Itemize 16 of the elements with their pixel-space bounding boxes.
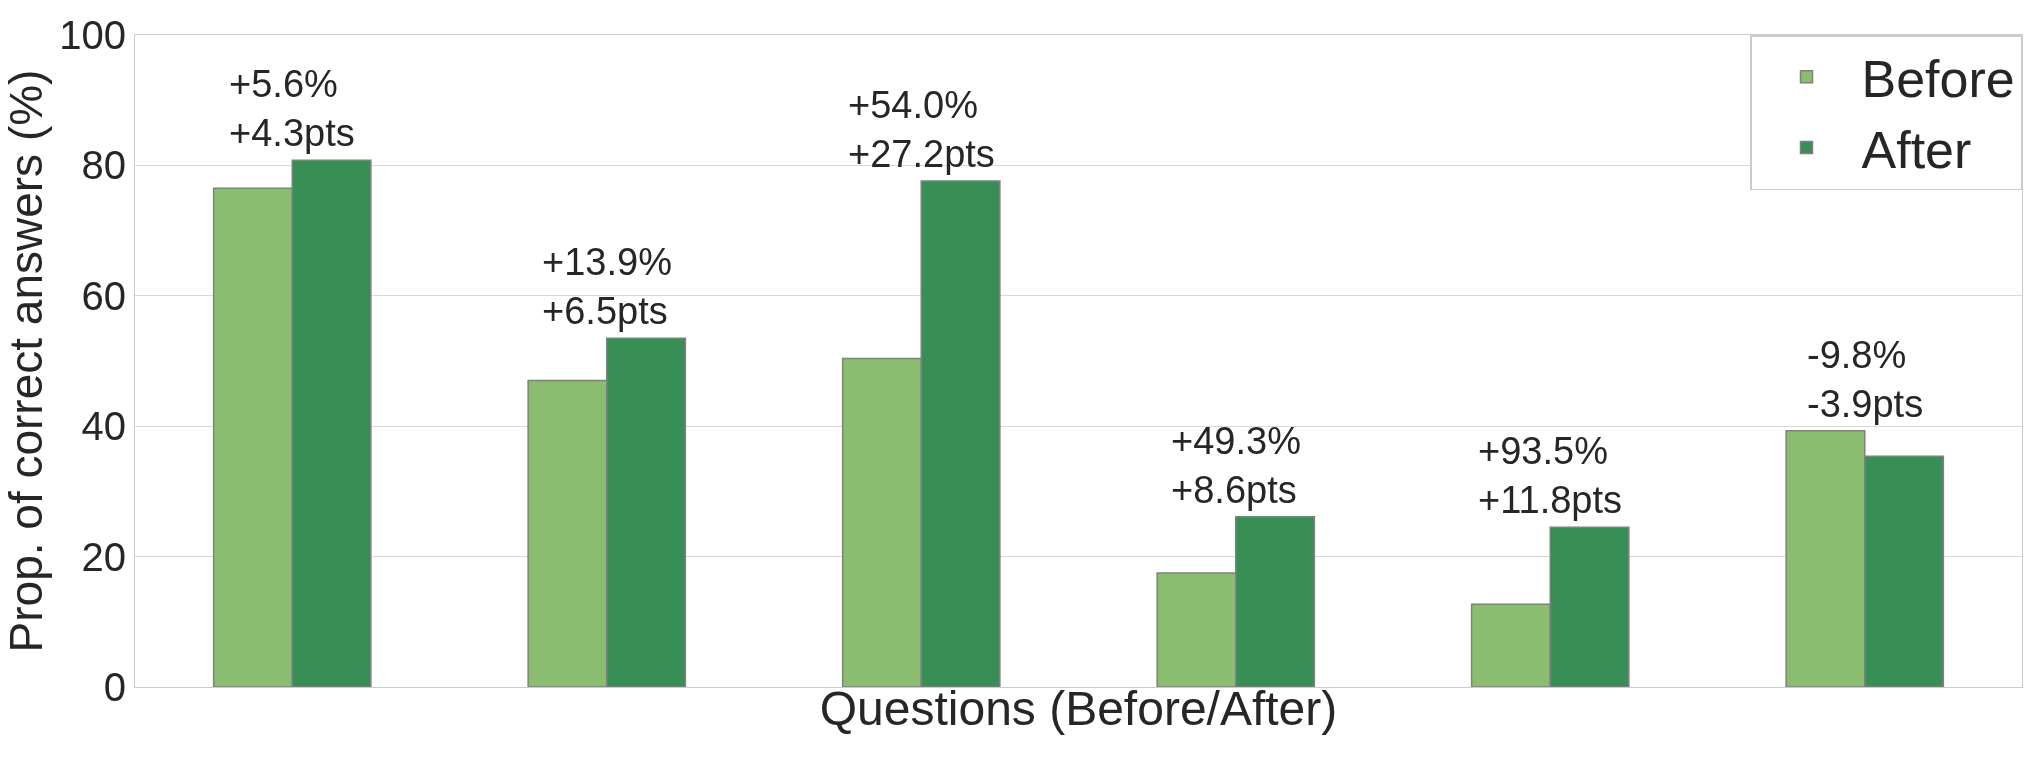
y-tick-label: 0 <box>103 665 126 709</box>
y-tick-label: 40 <box>81 404 126 449</box>
annotation: +13.9% +6.5pts <box>542 241 672 333</box>
legend-label: After <box>1861 120 1972 179</box>
annotation: +49.3% +8.6pts <box>1171 420 1301 512</box>
y-axis-title: Prop. of correct answers (%) <box>0 69 52 653</box>
annotation: -9.8% -3.9pts <box>1807 334 1924 426</box>
y-tick-label: 60 <box>81 273 126 318</box>
annotation: +5.6% +4.3pts <box>229 63 355 155</box>
annotation: +93.5% +11.8pts <box>1478 430 1623 522</box>
y-tick-label: 80 <box>81 143 126 188</box>
x-axis-title: Questions (Before/After) <box>819 682 1338 736</box>
annotation: +54.0% +27.2pts <box>848 84 995 176</box>
y-tick-label: 20 <box>81 534 126 579</box>
y-tick-label: 100 <box>59 13 126 57</box>
legend-label: Before <box>1861 50 2015 109</box>
